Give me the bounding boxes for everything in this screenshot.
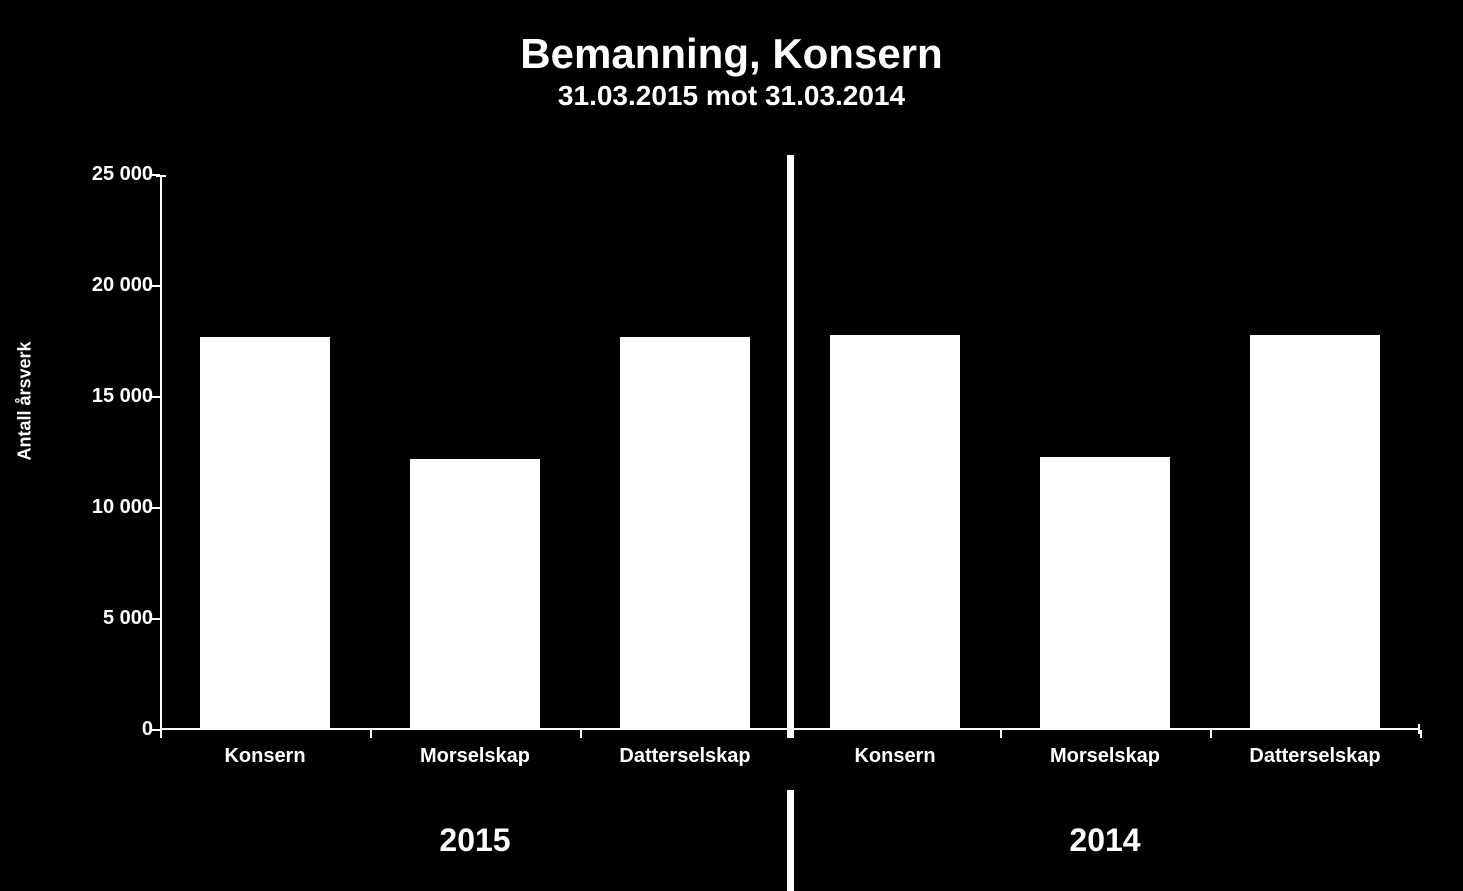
- x-tick: [1210, 730, 1212, 738]
- group-label: 2014: [1069, 822, 1140, 859]
- x-category-label: Morselskap: [1050, 745, 1160, 768]
- y-tick-label: 10 000: [92, 496, 153, 519]
- y-tick-mark: [152, 729, 160, 731]
- x-category-label: Morselskap: [420, 745, 530, 768]
- y-tick-mark: [152, 285, 160, 287]
- y-tick-mark: [152, 396, 160, 398]
- chart-title: Bemanning, Konsern: [0, 0, 1463, 78]
- bar: [620, 337, 750, 730]
- group-divider: [787, 790, 794, 891]
- x-tick: [1000, 730, 1002, 738]
- bar: [830, 335, 960, 730]
- chart-subtitle: 31.03.2015 mot 31.03.2014: [0, 80, 1463, 112]
- y-tick-label: 15 000: [92, 385, 153, 408]
- y-tick-mark: [152, 507, 160, 509]
- y-tick-label: 5 000: [103, 607, 153, 630]
- y-tick-label: 25 000: [92, 163, 153, 186]
- group-label: 2015: [439, 822, 510, 859]
- y-tick-mark: [152, 174, 160, 176]
- chart-container: Bemanning, Konsern 31.03.2015 mot 31.03.…: [0, 0, 1463, 891]
- x-tick: [1420, 730, 1422, 738]
- x-tick: [580, 730, 582, 738]
- bar: [1250, 335, 1380, 730]
- y-axis-line: [160, 175, 162, 730]
- x-category-label: Konsern: [854, 745, 935, 768]
- bar: [200, 337, 330, 730]
- group-divider: [787, 155, 794, 738]
- x-tick: [160, 730, 162, 738]
- x-category-label: Konsern: [224, 745, 305, 768]
- y-tick-label: 20 000: [92, 274, 153, 297]
- bar: [410, 459, 540, 730]
- y-axis-label: Antall årsverk: [15, 341, 36, 460]
- x-tick: [370, 730, 372, 738]
- bar: [1040, 457, 1170, 730]
- y-tick-mark: [152, 618, 160, 620]
- x-category-label: Datterselskap: [1249, 745, 1380, 768]
- x-category-label: Datterselskap: [619, 745, 750, 768]
